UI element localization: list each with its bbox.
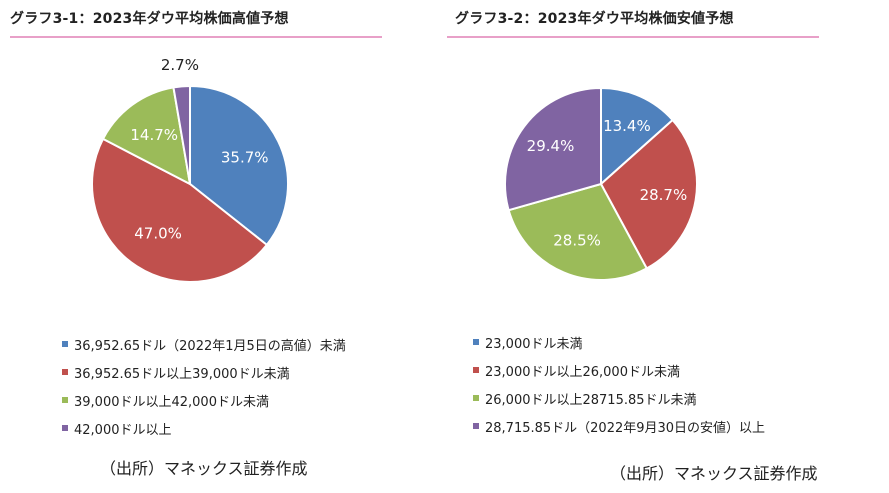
legend-swatch: [62, 369, 68, 375]
legend-label: 23,000ドル未満: [485, 336, 583, 352]
legend-label: 36,952.65ドル以上39,000ドル未満: [74, 366, 290, 382]
pie-slice: [189, 84, 289, 247]
chart-title: グラフ3-1：2023年ダウ平均株価高値予想: [10, 11, 289, 27]
legend-swatch: [62, 397, 68, 403]
pie-slice: [91, 137, 269, 283]
legend-item: 23,000ドル未満: [473, 328, 765, 356]
slice-label: 2.7%: [161, 56, 199, 74]
pie-slice: [101, 86, 192, 186]
slice-label: 28.7%: [640, 186, 688, 204]
pie-slice: [504, 86, 602, 212]
legend-swatch: [473, 423, 479, 429]
legend-swatch: [473, 339, 479, 345]
legend-swatch: [62, 425, 68, 431]
pie-slice: [600, 86, 675, 187]
title-underline: [447, 36, 819, 38]
pie-slice: [599, 118, 698, 270]
title-underline: [10, 36, 382, 38]
slice-label: 29.4%: [527, 137, 575, 155]
legend-item: 39,000ドル以上42,000ドル未満: [62, 386, 346, 414]
legend-item: 23,000ドル以上26,000ドル未満: [473, 356, 765, 384]
legend-item: 36,952.65ドル（2022年1月5日の高値）未満: [62, 330, 346, 358]
chart-panel-high: グラフ3-1：2023年ダウ平均株価高値予想 35.7% 47.0% 14.7% 2.…: [0, 0, 444, 493]
slice-label: 13.4%: [603, 117, 651, 135]
legend-item: 36,952.65ドル以上39,000ドル未満: [62, 358, 346, 386]
chart-panel-low: グラフ3-2：2023年ダウ平均株価安値予想 13.4% 28.7% 28.5% 29…: [445, 0, 889, 493]
slice-label: 28.5%: [553, 232, 601, 250]
legend-swatch: [62, 341, 68, 347]
source-note: （出所）マネックス証券作成: [610, 464, 818, 483]
legend-swatch: [473, 367, 479, 373]
legend-label: 39,000ドル以上42,000ドル未満: [74, 394, 269, 410]
legend-label: 23,000ドル以上26,000ドル未満: [485, 364, 680, 380]
legend-label: 42,000ドル以上: [74, 422, 172, 438]
legend-swatch: [473, 395, 479, 401]
legend-label: 36,952.65ドル（2022年1月5日の高値）未満: [74, 338, 346, 354]
chart-legend: 23,000ドル未満 23,000ドル以上26,000ドル未満 26,000ドル…: [473, 328, 765, 440]
slice-label: 35.7%: [221, 149, 269, 167]
pie-chart-high: 35.7% 47.0% 14.7% 2.7%: [91, 56, 289, 283]
legend-item: 42,000ドル以上: [62, 414, 346, 442]
chart-legend: 36,952.65ドル（2022年1月5日の高値）未満 36,952.65ドル以…: [62, 330, 346, 442]
pie-slice: [507, 182, 649, 281]
legend-label: 28,715.85ドル（2022年9月30日の安値）以上: [485, 420, 766, 436]
legend-item: 28,715.85ドル（2022年9月30日の安値）以上: [473, 412, 765, 440]
legend-item: 26,000ドル以上28715.85ドル未満: [473, 384, 765, 412]
legend-label: 26,000ドル以上28715.85ドル未満: [485, 392, 697, 408]
slice-label: 14.7%: [130, 126, 178, 144]
chart-title: グラフ3-2：2023年ダウ平均株価安値予想: [455, 11, 734, 27]
pie-chart-low: 13.4% 28.7% 28.5% 29.4%: [504, 86, 698, 281]
slice-label: 47.0%: [134, 224, 182, 242]
source-note: （出所）マネックス証券作成: [100, 459, 308, 478]
pie-slice: [172, 84, 191, 185]
